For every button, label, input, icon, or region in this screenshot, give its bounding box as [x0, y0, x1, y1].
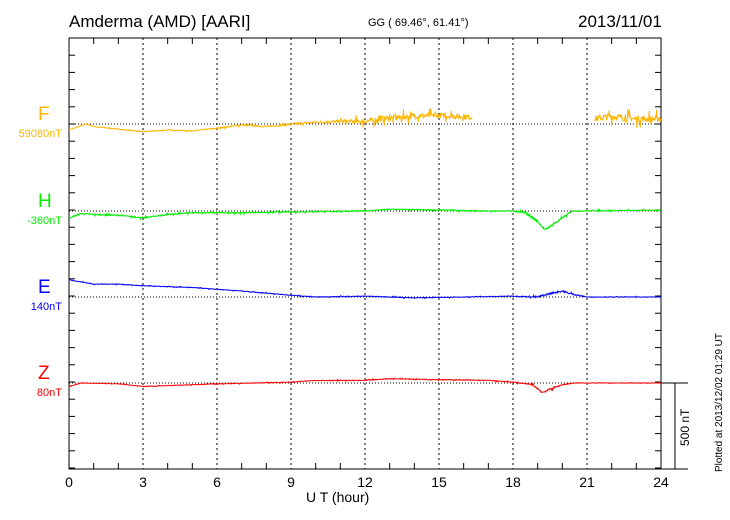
component-label-Z: Z [38, 363, 50, 385]
x-tick-label: 6 [213, 474, 221, 490]
baseline-value-Z: 80nT [37, 387, 62, 399]
x-tick-label: 24 [653, 474, 669, 490]
baseline-value-H: -360nT [27, 215, 62, 227]
x-tick-label: 9 [287, 474, 295, 490]
trace-Z [69, 378, 661, 392]
baseline-value-E: 140nT [31, 301, 62, 313]
baseline-value-F: 59080nT [19, 128, 62, 140]
x-tick-label: 12 [357, 474, 373, 490]
x-tick-label: 18 [505, 474, 521, 490]
magnetogram: Amderma (AMD) [AARI] GG ( 69.46°, 61.41°… [0, 0, 730, 520]
x-tick-label: 0 [65, 474, 73, 490]
x-tick-label: 15 [431, 474, 447, 490]
plot-area: 0 3 6 9 12 15 18 21 24 [0, 0, 730, 520]
component-label-H: H [38, 191, 52, 213]
component-label-F: F [38, 104, 50, 126]
x-tick-label: 21 [579, 474, 595, 490]
x-tick-label: 3 [139, 474, 147, 490]
component-label-E: E [38, 277, 51, 299]
